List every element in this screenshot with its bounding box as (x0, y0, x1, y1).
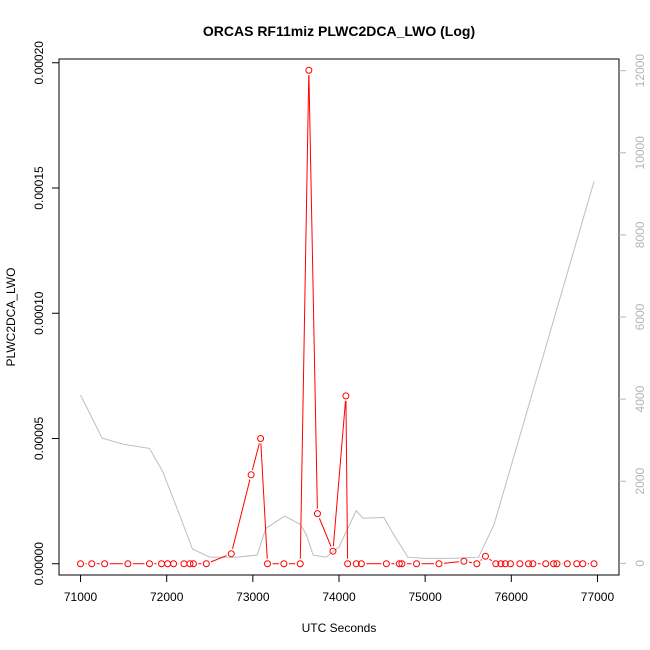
data-point (344, 560, 352, 568)
y-tick-label: 0.00015 (32, 166, 46, 210)
data-point (189, 560, 197, 568)
data-point (227, 550, 235, 558)
y-axis-title: PLWC2DCA_LWO (4, 268, 18, 367)
y2-tick-label: 0 (633, 560, 647, 567)
chart-title: ORCAS RF11miz PLWC2DCA_LWO (Log) (203, 23, 475, 39)
data-point (481, 552, 489, 560)
data-point (395, 560, 403, 568)
data-point (313, 510, 321, 518)
series-segment-primary (443, 561, 459, 564)
data-point (263, 560, 271, 568)
data-point (382, 560, 390, 568)
data-point (342, 392, 350, 400)
y2-tick-label: 10000 (633, 136, 647, 170)
data-point (529, 560, 537, 568)
data-point (296, 560, 304, 568)
data-point (158, 560, 166, 568)
data-point (492, 560, 500, 568)
data-point (579, 560, 587, 568)
data-point (590, 560, 598, 568)
data-point (202, 560, 210, 568)
series-segment-primary (489, 558, 493, 562)
y2-tick-label: 2000 (633, 468, 647, 495)
y2-tick-label: 4000 (633, 385, 647, 412)
data-point (247, 471, 255, 479)
x-tick-label: 75000 (408, 590, 442, 604)
x-tick-label: 72000 (150, 590, 184, 604)
data-point (516, 560, 524, 568)
data-point (305, 66, 313, 74)
data-point (180, 560, 188, 568)
data-point (88, 560, 96, 568)
series-segment-primary (318, 518, 332, 547)
y-tick-label: 0.00010 (32, 291, 46, 335)
series-segment-primary (260, 443, 268, 559)
data-point (525, 560, 533, 568)
series-segment-primary (210, 555, 227, 563)
data-point (145, 560, 153, 568)
y2-tick-label: 12000 (633, 54, 647, 88)
data-point (77, 560, 85, 568)
axis-ticks: 71000 72000 73000 74000 75000 76000 77000 0.000… (32, 41, 647, 604)
series-segment-primary (232, 479, 251, 549)
data-point (186, 560, 194, 568)
data-point (573, 560, 581, 568)
x-tick-label: 71000 (64, 590, 98, 604)
y-tick-label: 0.00020 (32, 41, 46, 85)
data-point (257, 434, 265, 442)
data-point (413, 560, 421, 568)
x-axis-title: UTC Seconds (302, 621, 377, 635)
data-point (352, 560, 360, 568)
series-layer (77, 66, 598, 568)
data-point (497, 560, 505, 568)
series-segment-primary (251, 443, 260, 471)
data-point (563, 560, 571, 568)
data-point (357, 560, 365, 568)
y2-tick-label: 6000 (633, 303, 647, 330)
plot-area-frame (58, 58, 620, 576)
series-segment-primary (299, 75, 310, 559)
data-point (506, 560, 514, 568)
series-segment-primary (345, 400, 349, 559)
y2-tick-label: 8000 (633, 221, 647, 248)
x-tick-label: 74000 (322, 590, 356, 604)
data-point (435, 560, 443, 568)
data-point (501, 560, 509, 568)
data-point (542, 560, 550, 568)
data-point (329, 547, 337, 555)
data-point (473, 560, 481, 568)
data-point (101, 560, 109, 568)
data-point (124, 560, 132, 568)
series-segment-primary (332, 400, 346, 547)
y-tick-label: 0.00000 (32, 542, 46, 586)
x-tick-label: 77000 (581, 590, 615, 604)
data-point (553, 560, 561, 568)
x-tick-label: 73000 (236, 590, 270, 604)
data-point (164, 560, 172, 568)
series-segment-primary (308, 75, 318, 509)
data-point (280, 560, 288, 568)
data-point (550, 560, 558, 568)
x-tick-label: 76000 (495, 590, 529, 604)
data-point (460, 557, 468, 565)
data-point (398, 560, 406, 568)
series-segment-primary (468, 561, 473, 564)
series-line-secondary (80, 181, 595, 559)
data-point (170, 560, 178, 568)
series-segment-primary (480, 559, 483, 561)
y-tick-label: 0.00005 (32, 416, 46, 460)
